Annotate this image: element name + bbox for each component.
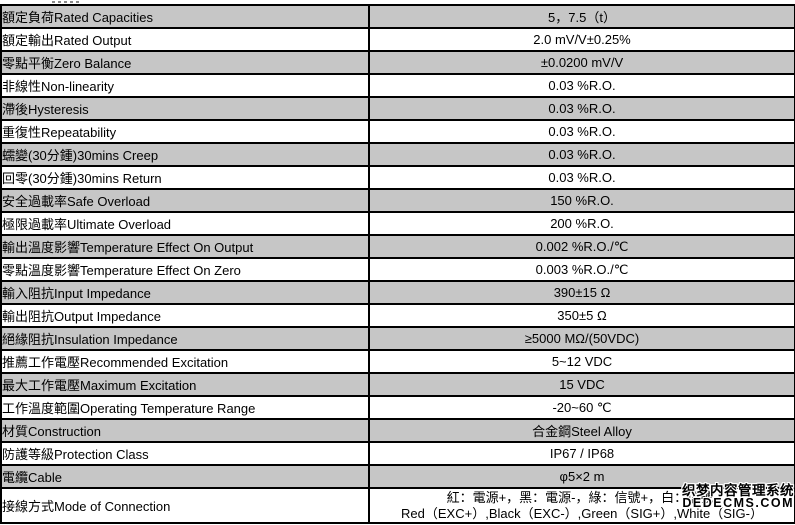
table-row: 非線性Non-linearity 0.03 %R.O.: [0, 73, 795, 98]
spec-label: 材質Construction: [0, 418, 370, 443]
spec-label: 最大工作電壓Maximum Excitation: [0, 372, 370, 397]
spec-label: 重復性Repeatability: [0, 119, 370, 144]
spec-value: 紅：電源+，黑：電源-，綠：信號+，白：信號- Red（EXC+）,Black（E…: [368, 487, 795, 524]
spec-label: 防護等級Protection Class: [0, 441, 370, 466]
spec-value: 150 %R.O.: [368, 188, 795, 213]
spec-value: 0.002 %R.O./℃: [368, 234, 795, 259]
spec-value: 0.03 %R.O.: [368, 165, 795, 190]
table-row: 接線方式Mode of Connection 紅：電源+，黑：電源-，綠：信號+，…: [0, 487, 795, 524]
spec-value: ≥5000 MΩ/(50VDC): [368, 326, 795, 351]
table-row: 推薦工作電壓Recommended Excitation 5~12 VDC: [0, 349, 795, 374]
table-row: 極限過載率Ultimate Overload 200 %R.O.: [0, 211, 795, 236]
table-row: 額定負荷Rated Capacities 5，7.5（t）: [0, 4, 795, 29]
spec-value: IP67 / IP68: [368, 441, 795, 466]
table-row: 零點溫度影響Temperature Effect On Zero 0.003 %R…: [0, 257, 795, 282]
spec-value: 0.03 %R.O.: [368, 119, 795, 144]
spec-value: 5~12 VDC: [368, 349, 795, 374]
spec-label: 零點平衡Zero Balance: [0, 50, 370, 75]
table-row: 防護等級Protection Class IP67 / IP68: [0, 441, 795, 466]
spec-label: 絕緣阻抗Insulation Impedance: [0, 326, 370, 351]
table-row: 蠕變(30分鍾)30mins Creep 0.03 %R.O.: [0, 142, 795, 167]
table-row: 工作溫度範圍Operating Temperature Range -20~60 …: [0, 395, 795, 420]
table-row: 滯後Hysteresis 0.03 %R.O.: [0, 96, 795, 121]
spec-label: 極限過載率Ultimate Overload: [0, 211, 370, 236]
spec-label: 接線方式Mode of Connection: [0, 487, 370, 524]
spec-value: 2.0 mV/V±0.25%: [368, 27, 795, 52]
spec-label: 輸出溫度影響Temperature Effect On Output: [0, 234, 370, 259]
table-row: 回零(30分鍾)30mins Return 0.03 %R.O.: [0, 165, 795, 190]
spec-value: 合金鋼Steel Alloy: [368, 418, 795, 443]
spec-label: 輸出阻抗Output Impedance: [0, 303, 370, 328]
table-row: 輸出溫度影響Temperature Effect On Output 0.002 …: [0, 234, 795, 259]
spec-label: 工作溫度範圍Operating Temperature Range: [0, 395, 370, 420]
table-row: 輸出阻抗Output Impedance 350±5 Ω: [0, 303, 795, 328]
spec-label: 安全過載率Safe Overload: [0, 188, 370, 213]
spec-value-line: 紅：電源+，黑：電源-，綠：信號+，白：信號-: [446, 489, 718, 505]
spec-table-body: 額定負荷Rated Capacities 5，7.5（t） 額定輸出Rated Ou…: [0, 4, 795, 524]
table-row: 材質Construction 合金鋼Steel Alloy: [0, 418, 795, 443]
spec-label: 蠕變(30分鍾)30mins Creep: [0, 142, 370, 167]
spec-label: 額定負荷Rated Capacities: [0, 4, 370, 29]
spec-value: 0.03 %R.O.: [368, 142, 795, 167]
table-row: 重復性Repeatability 0.03 %R.O.: [0, 119, 795, 144]
spec-label: 零點溫度影響Temperature Effect On Zero: [0, 257, 370, 282]
spec-label: 電纜Cable: [0, 464, 370, 489]
spec-label: 非線性Non-linearity: [0, 73, 370, 98]
spec-value: -20~60 ℃: [368, 395, 795, 420]
table-row: 額定輸出Rated Output 2.0 mV/V±0.25%: [0, 27, 795, 52]
spec-value: φ5×2 m: [368, 464, 795, 489]
spec-value: 0.03 %R.O.: [368, 73, 795, 98]
table-row: 安全過載率Safe Overload 150 %R.O.: [0, 188, 795, 213]
spec-value: 0.003 %R.O./℃: [368, 257, 795, 282]
cropped-row-fragment: [0, 0, 795, 4]
table-row: 絕緣阻抗Insulation Impedance ≥5000 MΩ/(50VDC): [0, 326, 795, 351]
spec-value: 15 VDC: [368, 372, 795, 397]
spec-label: 輸入阻抗Input Impedance: [0, 280, 370, 305]
spec-label: 滯後Hysteresis: [0, 96, 370, 121]
spec-value: 390±15 Ω: [368, 280, 795, 305]
table-row: 電纜Cable φ5×2 m: [0, 464, 795, 489]
spec-label: 額定輸出Rated Output: [0, 27, 370, 52]
spec-value: 0.03 %R.O.: [368, 96, 795, 121]
spec-value: ±0.0200 mV/V: [368, 50, 795, 75]
table-row: 輸入阻抗Input Impedance 390±15 Ω: [0, 280, 795, 305]
spec-value: 350±5 Ω: [368, 303, 795, 328]
table-row: 最大工作電壓Maximum Excitation 15 VDC: [0, 372, 795, 397]
spec-value: 200 %R.O.: [368, 211, 795, 236]
spec-value-line: Red（EXC+）,Black（EXC-）,Green（SIG+）,White（…: [401, 505, 763, 521]
spec-label: 回零(30分鍾)30mins Return: [0, 165, 370, 190]
specification-table: 額定負荷Rated Capacities 5，7.5（t） 額定輸出Rated Ou…: [0, 4, 795, 524]
spec-value: 5，7.5（t）: [368, 4, 795, 29]
table-row: 零點平衡Zero Balance ±0.0200 mV/V: [0, 50, 795, 75]
cutoff-text-fragment: [52, 1, 82, 3]
spec-label: 推薦工作電壓Recommended Excitation: [0, 349, 370, 374]
